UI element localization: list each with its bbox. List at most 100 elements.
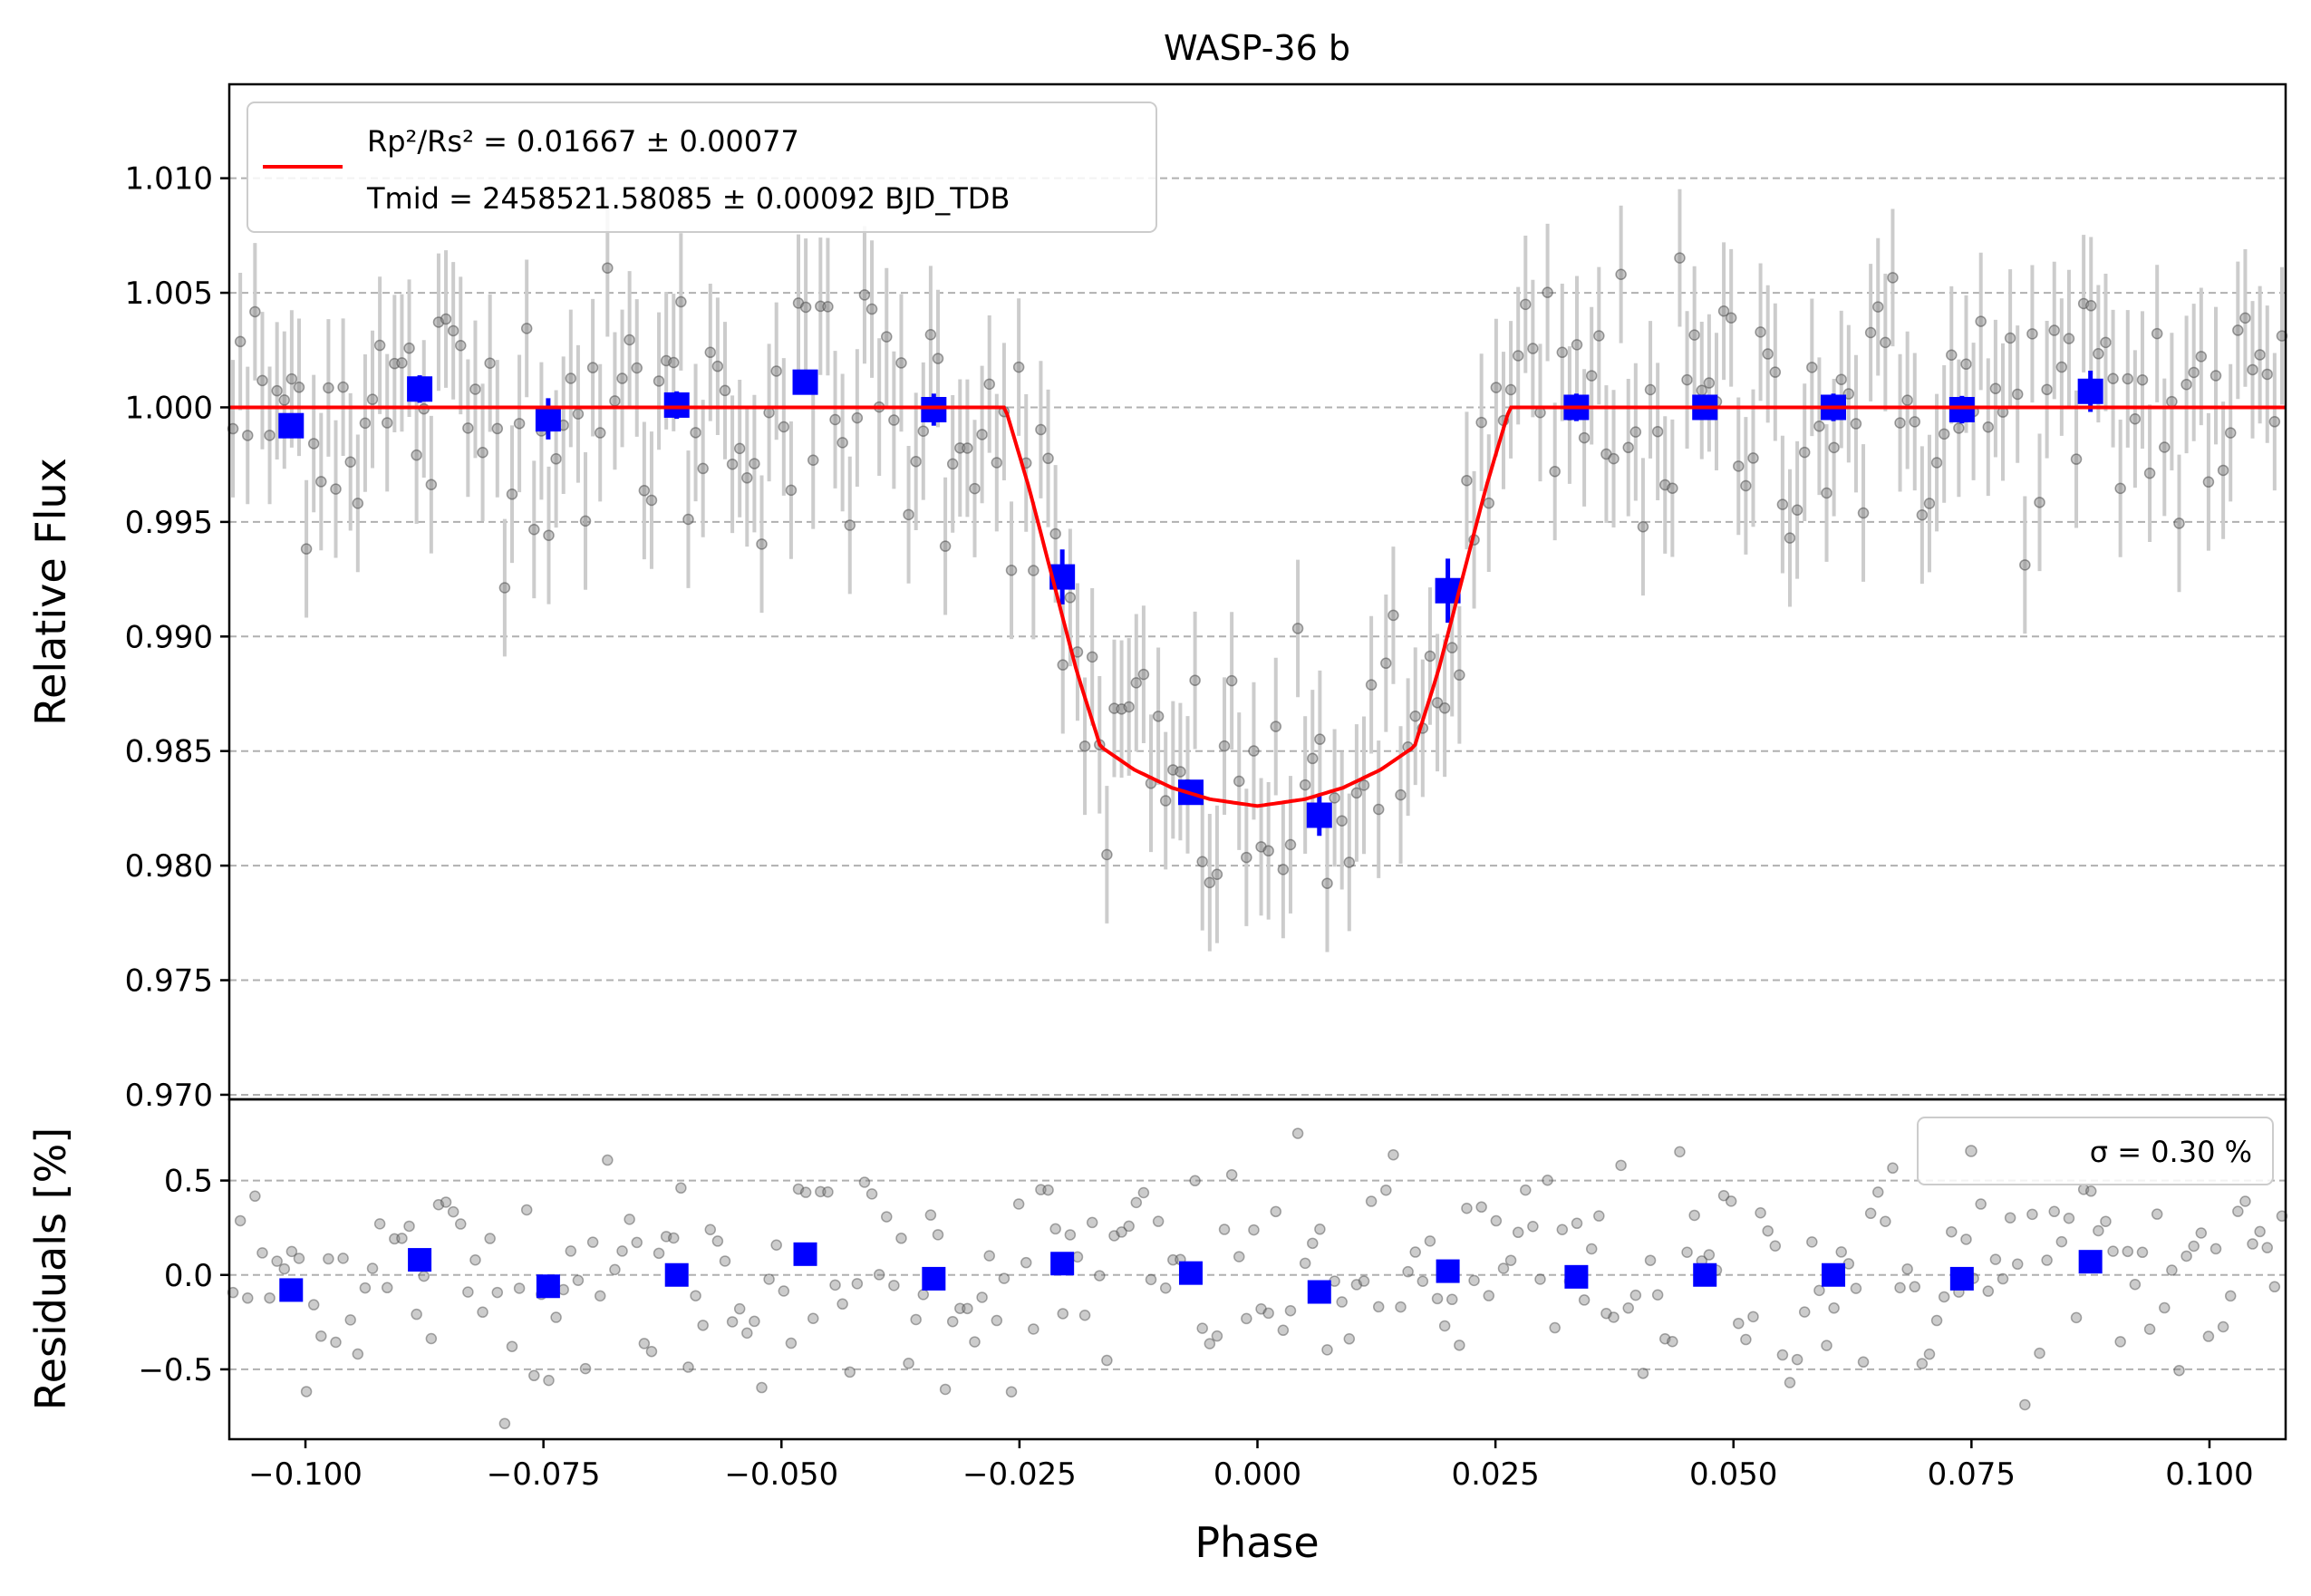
raw-residual-point <box>675 1182 687 1195</box>
raw-data-point <box>565 372 577 384</box>
raw-data-point <box>1651 425 1664 438</box>
raw-data-point <box>242 430 254 441</box>
raw-residual-point <box>1946 1225 1958 1238</box>
raw-residual-point <box>484 1233 496 1244</box>
raw-residual-point <box>1101 1354 1113 1367</box>
raw-residual-point <box>858 1176 871 1188</box>
raw-data-point <box>1101 848 1113 861</box>
raw-residual-point <box>2136 1246 2149 1259</box>
raw-residual-point <box>1512 1226 1524 1239</box>
raw-data-point <box>2180 378 2192 391</box>
raw-residual-point <box>2041 1254 2053 1266</box>
raw-residual-point <box>1593 1210 1605 1222</box>
raw-data-point <box>1343 856 1356 868</box>
raw-data-point <box>624 334 635 346</box>
raw-residual-point <box>2202 1330 2215 1342</box>
raw-data-point <box>1483 497 1495 509</box>
raw-residual-point <box>1585 1243 1598 1255</box>
binned-residual-point <box>1822 1262 1846 1287</box>
raw-residual-point <box>227 1286 239 1299</box>
raw-data-point <box>1850 418 1862 430</box>
raw-data-point <box>1175 766 1186 778</box>
binned-residual-points <box>279 1242 2103 1304</box>
binned-data-point <box>663 392 690 418</box>
raw-residual-point <box>389 1233 401 1245</box>
raw-residual-point <box>1424 1235 1436 1247</box>
raw-residual-point <box>491 1286 504 1299</box>
raw-data-point <box>2004 332 2016 344</box>
raw-residual-point <box>910 1313 922 1326</box>
raw-data-point <box>1880 336 1891 349</box>
raw-data-point <box>2093 348 2104 360</box>
raw-residual-point <box>2151 1208 2163 1220</box>
raw-residual-point <box>822 1185 834 1198</box>
raw-residual-point <box>579 1362 592 1375</box>
raw-residual-point <box>1578 1294 1591 1306</box>
raw-lightcurve-points <box>227 189 2288 953</box>
raw-residual-point <box>1681 1246 1693 1258</box>
raw-data-point <box>293 382 305 393</box>
raw-data-point <box>1012 361 1025 373</box>
binned-data-point <box>278 412 305 439</box>
raw-residual-point <box>807 1312 819 1325</box>
raw-residual-point <box>1123 1220 1135 1233</box>
binned-residual-point <box>1564 1264 1589 1289</box>
raw-data-point <box>1629 426 1642 438</box>
raw-residual-point <box>1717 1189 1730 1202</box>
raw-data-point <box>865 303 878 315</box>
raw-residual-point <box>462 1286 474 1298</box>
raw-residual-point <box>2100 1215 2112 1227</box>
raw-residual-point <box>844 1366 856 1378</box>
raw-data-point <box>1681 373 1693 386</box>
raw-data-point <box>315 476 327 488</box>
raw-residual-point <box>234 1214 247 1227</box>
raw-data-point <box>719 384 731 397</box>
raw-data-point <box>609 395 621 407</box>
raw-data-point <box>1380 657 1392 670</box>
raw-data-point <box>323 382 334 394</box>
raw-data-point <box>1233 775 1245 788</box>
raw-residual-point <box>1365 1195 1378 1207</box>
raw-residual-point <box>1358 1275 1370 1287</box>
raw-residual-point <box>2209 1243 2222 1255</box>
raw-residual-point <box>631 1236 643 1249</box>
raw-residual-point <box>1798 1306 1811 1318</box>
raw-data-point <box>851 411 864 424</box>
raw-residual-point <box>1137 1186 1150 1199</box>
raw-data-point <box>1989 382 2002 394</box>
raw-residual-point <box>1277 1324 1290 1337</box>
raw-residual-point <box>1916 1358 1929 1369</box>
raw-data-point <box>1806 362 1818 373</box>
raw-residual-point <box>293 1253 305 1264</box>
raw-data-point <box>2188 366 2200 379</box>
raw-residual-point <box>851 1278 864 1290</box>
raw-residual-point <box>1005 1386 1018 1398</box>
raw-residual-point <box>719 1255 731 1267</box>
raw-residual-point <box>726 1316 739 1328</box>
raw-data-point <box>2129 412 2142 425</box>
raw-residual-point <box>1402 1265 1414 1278</box>
binned-data-point <box>407 376 433 402</box>
raw-data-point <box>1608 452 1620 465</box>
raw-data-point <box>939 540 952 552</box>
raw-residual-point <box>1703 1249 1716 1261</box>
raw-residual-point <box>307 1299 320 1311</box>
raw-residual-point <box>1821 1340 1832 1351</box>
raw-residual-point <box>1291 1127 1304 1139</box>
raw-residual-point <box>447 1205 459 1218</box>
raw-residual-point <box>1549 1321 1561 1334</box>
y-tick-label: 0.970 <box>125 1078 213 1114</box>
raw-data-point <box>249 305 261 318</box>
raw-data-point <box>572 408 585 420</box>
raw-data-point <box>477 447 488 459</box>
raw-residual-point <box>271 1255 283 1267</box>
raw-data-point <box>2034 497 2045 508</box>
raw-residual-point <box>1600 1307 1612 1320</box>
raw-residual-point <box>682 1361 694 1373</box>
raw-residual-point <box>2004 1212 2016 1224</box>
raw-data-point <box>1857 507 1870 519</box>
binned-lightcurve-points <box>278 369 2103 837</box>
raw-data-point <box>1953 422 1965 434</box>
raw-residual-point <box>924 1209 937 1221</box>
raw-data-point <box>484 357 496 369</box>
